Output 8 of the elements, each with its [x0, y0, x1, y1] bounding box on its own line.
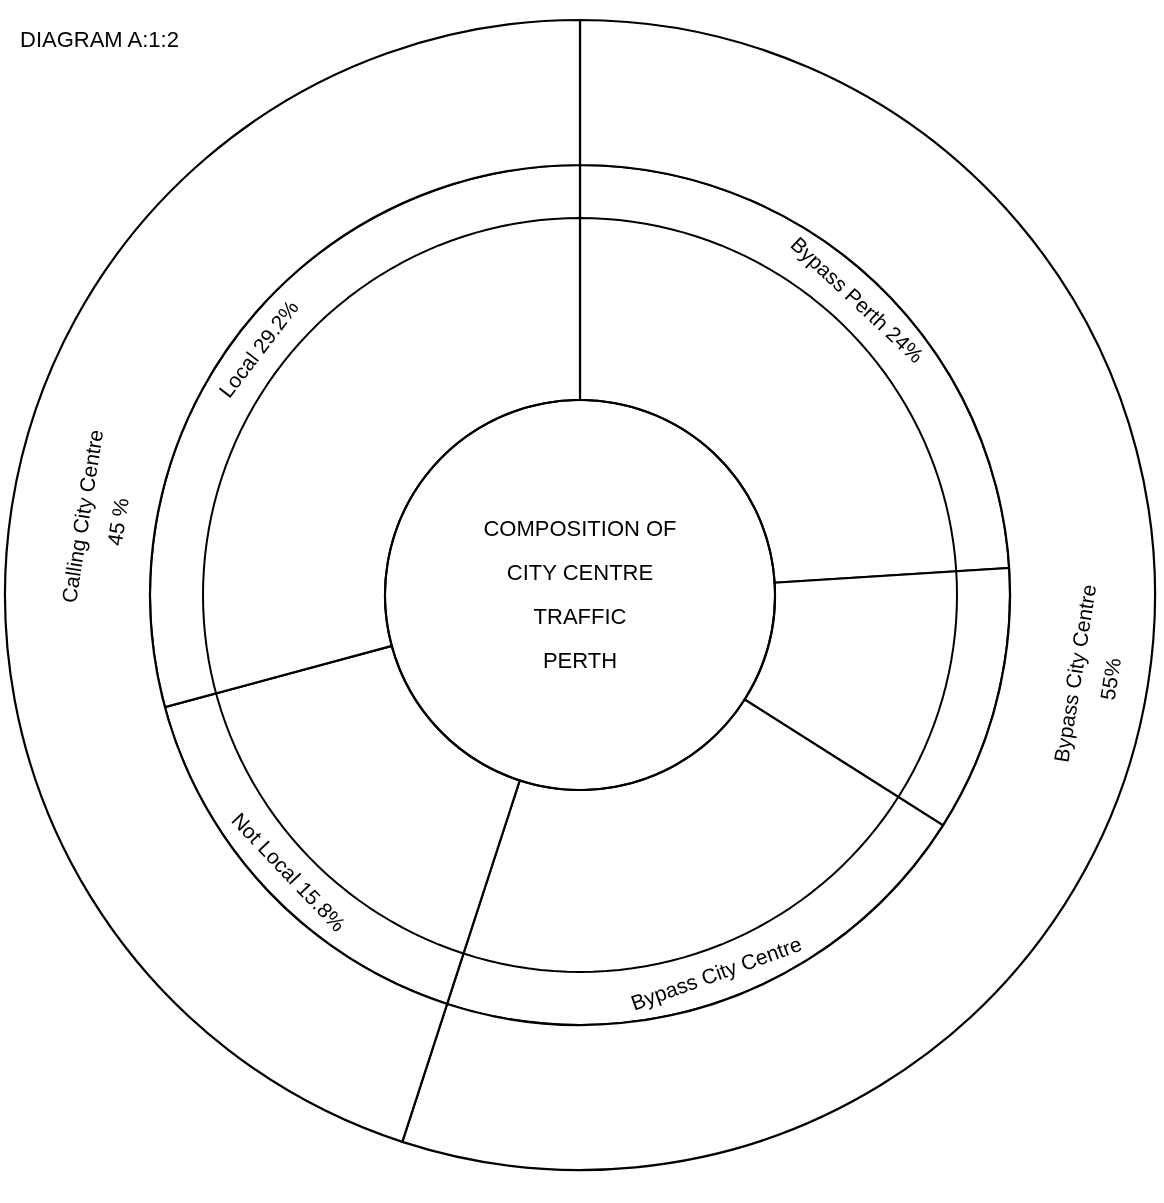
text: PERTH [542, 648, 618, 673]
data-label: Calling City Centre 45 % [57, 427, 133, 605]
text: CITY CENTRE [506, 560, 654, 585]
text: COMPOSITION OF [483, 516, 677, 541]
data-label: Bypass City Centre [627, 931, 805, 1015]
text: TRAFFIC [533, 604, 627, 629]
data-label: Bypass City Centre 55% [1049, 582, 1126, 764]
chart-title: DIAGRAM A:1:2 [20, 27, 179, 52]
